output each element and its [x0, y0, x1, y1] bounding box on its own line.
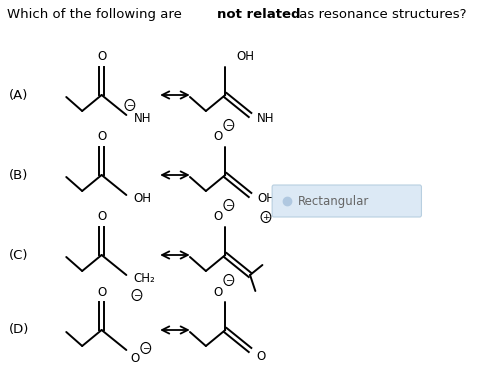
Text: Rectangular: Rectangular: [298, 195, 369, 208]
Text: NH: NH: [133, 113, 151, 125]
Text: O: O: [97, 51, 106, 64]
Text: (D): (D): [9, 324, 29, 336]
Text: −: −: [126, 101, 134, 110]
Text: −: −: [225, 121, 233, 130]
Text: OH: OH: [257, 192, 275, 206]
Text: −: −: [225, 200, 233, 209]
Text: CH₂: CH₂: [133, 271, 155, 285]
Text: −: −: [142, 344, 150, 353]
Text: as resonance structures?: as resonance structures?: [296, 8, 467, 21]
Text: not related: not related: [217, 8, 300, 21]
Text: OH: OH: [237, 51, 255, 64]
Text: (B): (B): [9, 169, 28, 181]
Text: O: O: [130, 352, 140, 364]
Text: −: −: [225, 276, 233, 285]
Text: +: +: [262, 212, 270, 222]
Text: OH: OH: [133, 192, 151, 206]
Text: O: O: [97, 211, 106, 223]
Text: (C): (C): [9, 248, 28, 262]
Text: O: O: [97, 130, 106, 144]
Text: O: O: [213, 211, 223, 223]
Text: NH: NH: [257, 113, 275, 125]
Text: O: O: [97, 285, 106, 299]
Text: O: O: [213, 285, 223, 299]
Text: O: O: [256, 350, 265, 363]
Text: (A): (A): [9, 88, 28, 102]
FancyBboxPatch shape: [272, 185, 422, 217]
Text: −: −: [133, 291, 141, 299]
Text: O: O: [213, 130, 223, 144]
Text: Which of the following are: Which of the following are: [7, 8, 186, 21]
